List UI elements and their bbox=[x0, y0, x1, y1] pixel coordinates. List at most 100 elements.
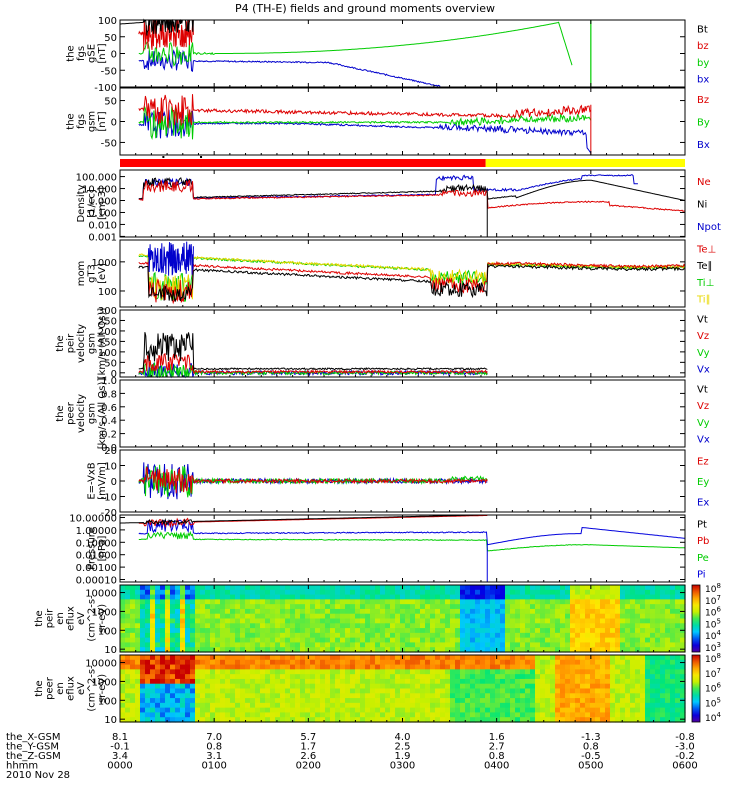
spec-cell bbox=[265, 594, 271, 600]
spec-cell bbox=[420, 693, 426, 699]
spec-cell bbox=[620, 659, 626, 666]
spec-cell bbox=[675, 678, 681, 685]
spec-cell bbox=[215, 585, 221, 591]
spec-cell bbox=[580, 632, 586, 639]
spec-cell bbox=[440, 618, 446, 624]
y-axis-label-line: [nPa] bbox=[97, 535, 108, 561]
spec-cell bbox=[475, 655, 481, 661]
spec-cell bbox=[285, 698, 291, 704]
spec-cell bbox=[315, 678, 321, 685]
spec-cell bbox=[530, 618, 536, 624]
colorbar-tick-label: 103 bbox=[705, 641, 721, 654]
spec-cell bbox=[330, 712, 336, 718]
spec-cell bbox=[435, 623, 441, 629]
spec-cell bbox=[240, 628, 246, 634]
spec-cell bbox=[220, 717, 226, 723]
spec-cell bbox=[190, 613, 196, 620]
spec-cell bbox=[455, 707, 461, 714]
spec-cell bbox=[190, 683, 196, 690]
spec-cell bbox=[195, 659, 201, 666]
y-tick-label: 0.001 bbox=[88, 232, 117, 243]
spec-cell bbox=[395, 628, 401, 634]
spec-cell bbox=[375, 637, 381, 644]
spec-cell bbox=[290, 613, 296, 620]
spec-cell bbox=[615, 618, 621, 624]
spec-cell bbox=[205, 637, 211, 644]
spec-cell bbox=[635, 608, 641, 615]
spec-cell bbox=[400, 698, 406, 704]
spec-cell bbox=[535, 585, 541, 591]
spec-cell bbox=[180, 618, 186, 624]
spec-cell bbox=[220, 637, 226, 644]
spec-cell bbox=[230, 674, 236, 680]
spec-cell bbox=[520, 604, 526, 610]
spec-cell bbox=[200, 628, 206, 634]
spec-cell bbox=[255, 632, 261, 639]
spec-cell bbox=[405, 717, 411, 723]
spec-cell bbox=[460, 589, 466, 596]
spec-cell bbox=[640, 702, 646, 709]
spec-cell bbox=[595, 604, 601, 610]
spec-cell bbox=[255, 717, 261, 723]
spec-cell bbox=[130, 717, 136, 723]
spec-cell bbox=[405, 613, 411, 620]
spec-cell bbox=[610, 702, 616, 709]
spec-cell bbox=[550, 604, 556, 610]
spec-cell bbox=[665, 618, 671, 624]
spec-cell bbox=[605, 669, 611, 675]
spec-cell bbox=[525, 623, 531, 629]
spec-cell bbox=[535, 707, 541, 714]
spec-cell bbox=[410, 707, 416, 714]
spec-cell bbox=[350, 647, 356, 653]
spec-cell bbox=[560, 632, 566, 639]
spec-cell bbox=[250, 628, 256, 634]
spec-cell bbox=[295, 678, 301, 685]
y-tick-label: 1.000 bbox=[88, 197, 117, 208]
bottom-row-value: 2.6 bbox=[300, 751, 316, 762]
legend-entry: Ne bbox=[697, 177, 711, 188]
spec-cell bbox=[425, 613, 431, 620]
spec-cell bbox=[330, 618, 336, 624]
spec-cell bbox=[220, 623, 226, 629]
spec-cell bbox=[210, 664, 216, 670]
spec-cell bbox=[415, 637, 421, 644]
spec-cell bbox=[340, 628, 346, 634]
spec-cell bbox=[375, 712, 381, 718]
spec-cell bbox=[515, 642, 521, 648]
spec-cell bbox=[125, 632, 131, 639]
spec-cell bbox=[535, 678, 541, 685]
spec-cell bbox=[615, 669, 621, 675]
spec-cell bbox=[530, 637, 536, 644]
spec-cell bbox=[475, 669, 481, 675]
spec-cell bbox=[470, 655, 476, 661]
spec-cell bbox=[585, 623, 591, 629]
spec-cell bbox=[350, 613, 356, 620]
spec-cell bbox=[235, 647, 241, 653]
spec-cell bbox=[520, 623, 526, 629]
spec-cell bbox=[455, 678, 461, 685]
spec-cell bbox=[190, 717, 196, 723]
spec-cell bbox=[305, 669, 311, 675]
spec-cell bbox=[465, 594, 471, 600]
spec-cell bbox=[525, 585, 531, 591]
spec-cell bbox=[365, 642, 371, 648]
spec-cell bbox=[205, 717, 211, 723]
spec-cell bbox=[540, 674, 546, 680]
spec-cell bbox=[350, 632, 356, 639]
spec-cell bbox=[555, 613, 561, 620]
spec-cell bbox=[335, 585, 341, 591]
spec-cell bbox=[455, 594, 461, 600]
series-ni bbox=[138, 177, 686, 201]
spec-cell bbox=[615, 688, 621, 694]
spec-cell bbox=[425, 589, 431, 596]
spec-cell bbox=[355, 683, 361, 690]
spec-cell bbox=[270, 678, 276, 685]
spec-cell bbox=[590, 594, 596, 600]
spec-cell bbox=[380, 613, 386, 620]
spec-cell bbox=[495, 647, 501, 653]
spec-cell bbox=[665, 698, 671, 704]
spec-cell bbox=[595, 664, 601, 670]
spec-cell bbox=[470, 594, 476, 600]
spec-cell bbox=[575, 637, 581, 644]
spec-cell bbox=[340, 608, 346, 615]
